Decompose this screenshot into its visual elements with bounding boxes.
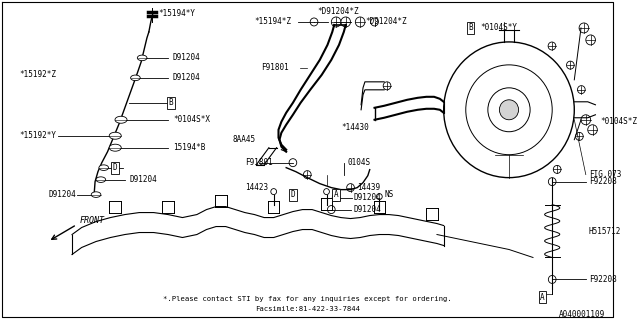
Text: *15194*Y: *15194*Y	[159, 10, 195, 19]
Text: *0104S*Y: *0104S*Y	[480, 23, 517, 32]
Circle shape	[577, 86, 585, 94]
Text: D91204: D91204	[48, 190, 76, 199]
Circle shape	[347, 184, 355, 192]
Text: D91204: D91204	[353, 193, 381, 202]
Circle shape	[554, 165, 561, 173]
Text: *15194*Z: *15194*Z	[255, 18, 291, 27]
Text: F91801: F91801	[245, 158, 273, 167]
Circle shape	[548, 42, 556, 50]
Text: F92208: F92208	[589, 275, 616, 284]
Text: D: D	[291, 190, 295, 199]
Circle shape	[566, 61, 574, 69]
Text: B: B	[468, 23, 473, 32]
Text: 14423: 14423	[245, 183, 268, 192]
Text: 8AA45: 8AA45	[232, 135, 255, 144]
Circle shape	[586, 35, 595, 45]
Text: F91801: F91801	[261, 63, 289, 72]
Text: F92208: F92208	[589, 177, 616, 186]
Text: *D91204*Z: *D91204*Z	[317, 7, 358, 16]
Circle shape	[303, 171, 311, 179]
Text: A: A	[540, 293, 545, 302]
Circle shape	[588, 125, 597, 135]
Ellipse shape	[115, 116, 127, 123]
Text: 0104S: 0104S	[348, 158, 371, 167]
Text: A040001109: A040001109	[559, 310, 605, 319]
Circle shape	[341, 17, 351, 27]
Text: *15192*Z: *15192*Z	[19, 70, 56, 79]
Text: D91204: D91204	[173, 53, 200, 62]
Text: FIG.073: FIG.073	[589, 170, 621, 179]
Circle shape	[355, 17, 365, 27]
Circle shape	[581, 115, 591, 125]
Circle shape	[575, 132, 583, 140]
Ellipse shape	[131, 75, 140, 81]
Text: D91204: D91204	[130, 175, 157, 184]
Circle shape	[383, 82, 391, 90]
Text: 14439: 14439	[357, 183, 380, 192]
Circle shape	[332, 17, 341, 27]
Ellipse shape	[109, 144, 121, 151]
Ellipse shape	[92, 192, 101, 197]
Text: *.Please contact STI by fax for any inquiries except for ordering.: *.Please contact STI by fax for any inqu…	[163, 296, 452, 302]
Text: FRONT: FRONT	[80, 216, 105, 225]
Circle shape	[499, 100, 518, 120]
Text: D: D	[113, 163, 118, 172]
Text: H515712: H515712	[589, 227, 621, 236]
Ellipse shape	[138, 55, 147, 61]
Text: 15194*B: 15194*B	[173, 143, 205, 152]
Text: B: B	[168, 98, 173, 107]
Ellipse shape	[99, 165, 109, 171]
Text: *14430: *14430	[341, 123, 369, 132]
Ellipse shape	[109, 132, 121, 139]
Ellipse shape	[96, 177, 106, 182]
Text: *D91204*Z: *D91204*Z	[365, 18, 406, 27]
Text: D91204: D91204	[173, 73, 200, 82]
Text: A: A	[334, 190, 339, 199]
Text: NS: NS	[384, 190, 394, 199]
Circle shape	[579, 23, 589, 33]
Text: *15192*Y: *15192*Y	[19, 131, 56, 140]
Text: D91204: D91204	[353, 205, 381, 214]
Text: Facsimile:81-422-33-7844: Facsimile:81-422-33-7844	[255, 306, 360, 312]
Text: *0104S*Z: *0104S*Z	[600, 117, 637, 126]
Text: *0104S*X: *0104S*X	[173, 115, 210, 124]
